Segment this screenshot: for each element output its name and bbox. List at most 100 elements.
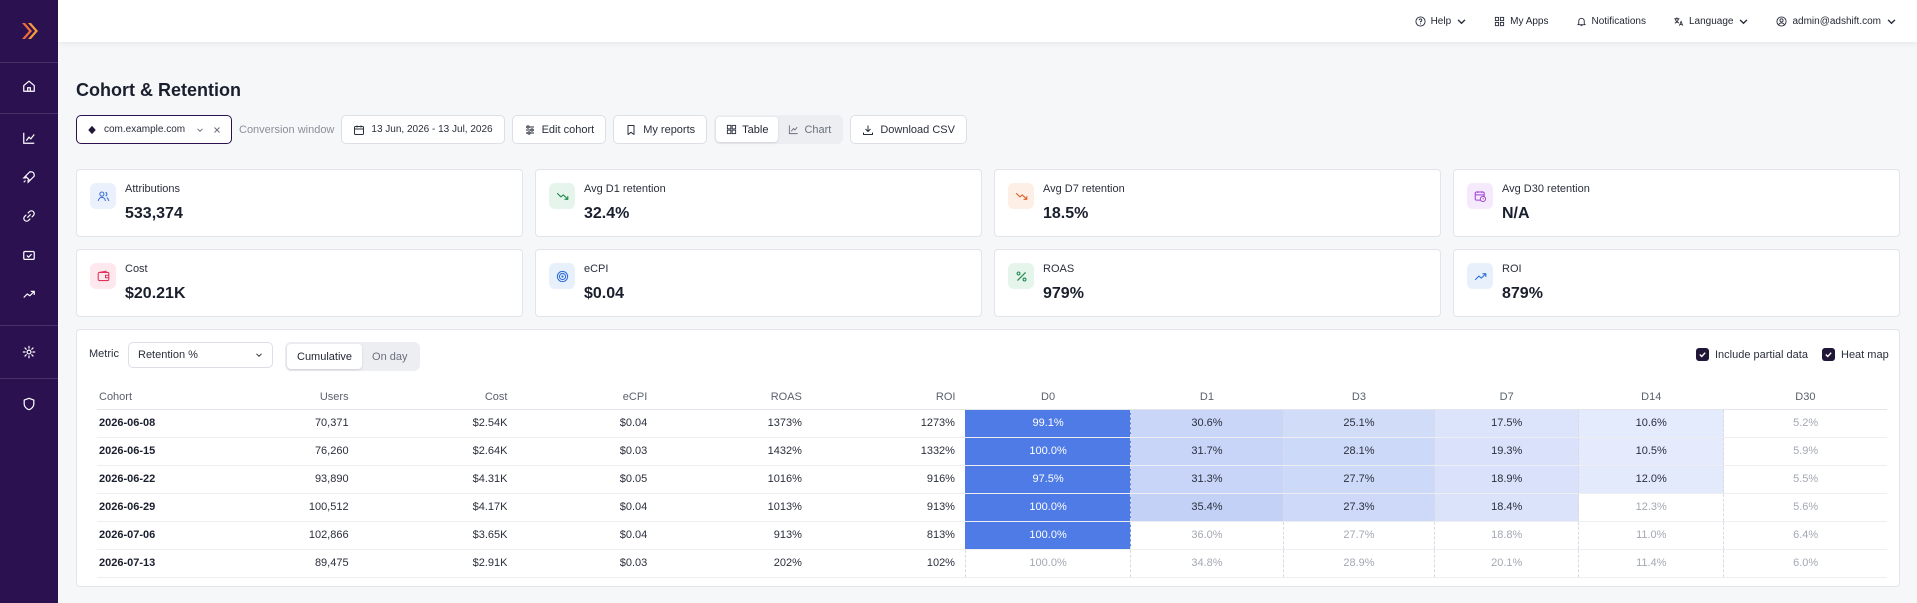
adshift-logo[interactable] <box>18 20 40 42</box>
kpi-icon-badge <box>1467 183 1493 209</box>
calendar-icon <box>354 125 365 135</box>
top-bar: Help My Apps Notifications Language admi… <box>58 0 1917 42</box>
retention-cell: 27.3% <box>1282 493 1435 522</box>
retention-cell: 97.5% <box>964 465 1131 494</box>
retention-cell: 5.2% <box>1723 409 1887 438</box>
kpi-icon-badge <box>1008 263 1034 289</box>
column-header[interactable]: D0 <box>965 385 1131 410</box>
sidebar-item-settings[interactable] <box>17 340 41 364</box>
sidebar-item-analytics[interactable] <box>17 126 41 150</box>
checkbox-checked[interactable] <box>1822 348 1835 361</box>
column-header[interactable]: D3 <box>1283 385 1435 410</box>
table-icon <box>727 124 737 135</box>
heat-map-label: Heat map <box>1841 348 1889 361</box>
column-header[interactable]: D30 <box>1723 385 1887 410</box>
chevron-down-icon[interactable] <box>196 126 204 134</box>
notifications-link[interactable]: Notifications <box>1576 16 1646 27</box>
date-range-picker[interactable]: 13 Jun, 2026 - 13 Jul, 2026 <box>341 115 505 144</box>
target-icon <box>556 270 568 282</box>
users-cell: 89,475 <box>213 549 359 578</box>
heat-map-checkbox[interactable]: Heat map <box>1822 348 1889 361</box>
retention-cell: 20.1% <box>1434 549 1579 578</box>
cost-cell: $2.91K <box>358 549 518 578</box>
column-header[interactable]: ROI <box>811 385 966 410</box>
trending-down-icon <box>556 192 568 200</box>
roi-cell: 1332% <box>811 437 966 466</box>
mode-on-day-button[interactable]: On day <box>372 350 408 363</box>
mode-cumulative-button[interactable]: Cumulative <box>287 344 363 369</box>
gear-icon <box>22 345 36 359</box>
sidebar-item-home[interactable] <box>17 74 41 98</box>
roas-cell: 913% <box>657 521 812 550</box>
conversion-window-label: Conversion window <box>239 123 335 136</box>
chevron-down-icon <box>1740 18 1748 24</box>
view-table-button[interactable]: Table <box>716 117 779 142</box>
column-header[interactable]: Users <box>213 385 359 410</box>
my-apps-link[interactable]: My Apps <box>1494 16 1549 27</box>
kpi-card: ROAS 979% <box>994 249 1441 317</box>
date-range-value: 13 Jun, 2026 - 13 Jul, 2026 <box>371 124 493 135</box>
column-header[interactable]: Cost <box>358 385 518 410</box>
metric-value: Retention % <box>138 349 198 361</box>
retention-cell: 100.0% <box>964 437 1131 466</box>
user-email: admin@adshift.com <box>1792 15 1881 27</box>
calendar-clock-icon <box>1474 190 1486 202</box>
kpi-icon-badge <box>90 183 116 209</box>
table-row: 2026-07-06 102,866 $3.65K $0.04 913% 813% 100.… <box>97 521 1887 550</box>
retention-cell: 28.9% <box>1282 549 1435 578</box>
kpi-card: Avg D30 retention N/A <box>1453 169 1900 237</box>
ecpi-cell: $0.04 <box>517 521 658 550</box>
column-header[interactable]: D7 <box>1434 385 1579 410</box>
app-selector[interactable]: com.example.com <box>76 115 232 144</box>
cost-cell: $4.31K <box>358 465 518 494</box>
metric-select[interactable]: Retention % <box>128 342 273 368</box>
roas-cell: 1432% <box>657 437 812 466</box>
kpi-label: ROAS <box>1043 263 1075 275</box>
sidebar-divider <box>0 325 58 326</box>
users-cell: 100,512 <box>213 493 359 522</box>
shield-check-icon <box>23 250 35 260</box>
table-row: 2026-06-08 70,371 $2.54K $0.04 1373% 1273% 99.… <box>97 409 1887 438</box>
my-reports-button[interactable]: My reports <box>613 115 708 144</box>
sidebar-item-campaigns[interactable] <box>17 165 41 189</box>
roi-cell: 102% <box>811 549 966 578</box>
help-circle-icon <box>1415 15 1426 27</box>
retention-cell: 5.5% <box>1723 465 1887 494</box>
chevron-down-icon <box>256 353 262 358</box>
column-header[interactable]: D1 <box>1130 385 1284 410</box>
user-menu[interactable]: admin@adshift.com <box>1776 16 1897 27</box>
kpi-label: Cost <box>125 263 148 275</box>
checkbox-checked[interactable] <box>1696 348 1709 361</box>
view-chart-button[interactable]: Chart <box>778 117 841 142</box>
sidebar-divider <box>0 378 58 379</box>
kpi-card: ROI 879% <box>1453 249 1900 317</box>
sidebar-item-security[interactable] <box>17 392 41 416</box>
retention-cell: 6.4% <box>1723 521 1887 550</box>
include-partial-checkbox[interactable]: Include partial data <box>1696 348 1808 361</box>
column-header[interactable]: Cohort <box>97 385 214 410</box>
retention-cell: 10.6% <box>1578 409 1724 438</box>
sidebar-item-links[interactable] <box>17 204 41 228</box>
ecpi-cell: $0.04 <box>517 493 658 522</box>
users-cell: 93,890 <box>213 465 359 494</box>
kpi-label: Avg D1 retention <box>584 183 666 195</box>
check-icon <box>1825 352 1832 358</box>
help-menu[interactable]: Help <box>1415 16 1468 27</box>
column-header[interactable]: eCPI <box>517 385 658 410</box>
sidebar-divider <box>0 113 58 114</box>
language-menu[interactable]: Language <box>1673 16 1750 27</box>
retention-cell: 28.1% <box>1282 437 1435 466</box>
kpi-value: 533,374 <box>125 205 183 222</box>
download-csv-button[interactable]: Download CSV <box>850 115 967 144</box>
column-header[interactable]: D14 <box>1578 385 1724 410</box>
sidebar-item-reports[interactable] <box>17 282 41 306</box>
column-header[interactable]: ROAS <box>657 385 812 410</box>
ecpi-cell: $0.04 <box>517 409 658 438</box>
retention-cell: 11.0% <box>1578 521 1724 550</box>
edit-cohort-button[interactable]: Edit cohort <box>511 115 607 144</box>
cost-cell: $2.64K <box>358 437 518 466</box>
clear-icon[interactable] <box>213 126 221 134</box>
retention-cell: 30.6% <box>1130 409 1284 438</box>
table-row: 2026-06-22 93,890 $4.31K $0.05 1016% 916% 97.5… <box>97 465 1887 494</box>
sidebar-item-audiences[interactable] <box>17 243 41 267</box>
